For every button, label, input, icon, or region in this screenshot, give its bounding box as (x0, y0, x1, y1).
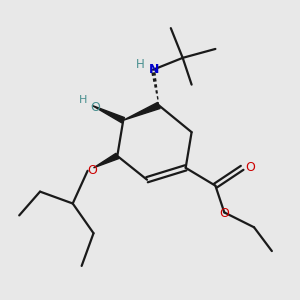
Text: O: O (87, 164, 97, 177)
Text: O: O (246, 161, 256, 174)
Text: H: H (79, 95, 87, 105)
Polygon shape (92, 105, 124, 123)
Polygon shape (94, 153, 118, 168)
Text: H: H (136, 58, 145, 71)
Text: N: N (149, 63, 160, 76)
Text: O: O (90, 101, 100, 114)
Polygon shape (123, 102, 160, 120)
Text: O: O (219, 206, 229, 220)
